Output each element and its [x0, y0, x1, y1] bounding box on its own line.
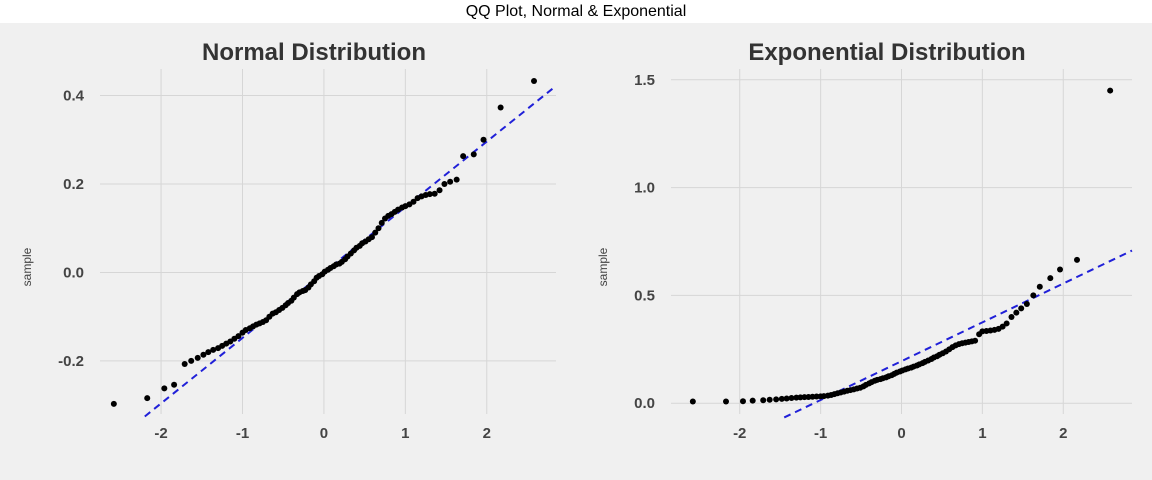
data-point: [972, 337, 979, 344]
data-point: [1018, 305, 1025, 312]
exponential-qq-panel: Exponential Distribution sample -2 -1 0 1 2 0…: [576, 23, 1152, 480]
figure-suptitle: QQ Plot, Normal & Exponential: [465, 3, 687, 20]
exponential-qq-chart: Exponential Distribution sample -2 -1 0 1 2 0…: [596, 39, 1133, 442]
data-point: [999, 323, 1006, 330]
data-point: [689, 398, 696, 405]
data-point: [1013, 309, 1020, 316]
data-point: [210, 346, 217, 353]
data-point: [426, 191, 433, 198]
y-tick-label: 1.5: [634, 72, 655, 89]
data-point: [431, 190, 438, 197]
data-point: [378, 219, 385, 226]
data-point: [1047, 275, 1054, 282]
x-tick-label: -2: [733, 425, 746, 442]
data-point: [773, 396, 780, 403]
normal-qq-chart: Normal Distribution sample -2 -1 0 1 2 -0.2 0.…: [20, 39, 557, 442]
data-point: [1036, 283, 1043, 290]
data-point: [460, 153, 467, 160]
data-point: [1107, 87, 1114, 94]
x-tick-label: 0: [897, 425, 905, 442]
x-tick-label: 2: [1059, 425, 1067, 442]
y-tick-label: 1.0: [634, 180, 655, 197]
normal-qq-panel: Normal Distribution sample -2 -1 0 1 2 -0.2 0.…: [0, 23, 576, 480]
data-point: [722, 398, 729, 405]
x-tick-label: -1: [236, 425, 249, 442]
chart-title: Exponential Distribution: [748, 39, 1025, 66]
x-tick-label: 0: [320, 425, 328, 442]
reference-line: [144, 85, 557, 418]
data-point: [181, 361, 188, 368]
data-point: [375, 225, 382, 232]
y-tick-label: 0.5: [634, 287, 655, 304]
y-tick-label: 0.4: [63, 88, 85, 105]
data-point: [194, 354, 201, 361]
data-point: [453, 176, 460, 183]
data-point: [368, 234, 375, 241]
data-point: [531, 77, 538, 84]
x-tick-label: 1: [978, 425, 986, 442]
data-point: [766, 396, 773, 403]
data-point: [749, 397, 756, 404]
y-tick-label: 0.0: [634, 395, 655, 412]
data-point: [200, 351, 207, 358]
data-point: [372, 229, 379, 236]
data-point: [1008, 313, 1015, 320]
y-axis-label: sample: [20, 247, 34, 286]
data-point: [441, 181, 448, 187]
data-point: [1057, 266, 1064, 273]
y-tick-label: 0.0: [63, 264, 84, 281]
data-point: [783, 395, 790, 402]
data-point: [447, 178, 454, 185]
x-tick-label: 1: [401, 425, 409, 442]
data-point: [144, 395, 151, 402]
data-point: [188, 357, 195, 364]
data-point: [497, 104, 504, 111]
x-tick-label: -2: [154, 425, 167, 442]
y-axis-label: sample: [596, 247, 610, 286]
tick-labels: -2 -1 0 1 2 0.0 0.5 1.0 1.5: [634, 72, 1067, 442]
x-tick-label: 2: [483, 425, 491, 442]
gridlines: [100, 69, 556, 414]
data-point: [436, 187, 443, 194]
data-point: [410, 198, 417, 205]
data-point: [161, 385, 168, 392]
data-points: [110, 77, 538, 407]
chart-title: Normal Distribution: [202, 39, 426, 66]
data-point: [1003, 320, 1010, 327]
y-tick-label: -0.2: [58, 353, 84, 370]
data-point: [110, 400, 117, 407]
tick-labels: -2 -1 0 1 2 -0.2 0.0 0.2 0.4: [58, 88, 491, 442]
data-point: [1074, 256, 1081, 263]
data-point: [778, 395, 785, 402]
data-point: [480, 136, 487, 143]
data-point: [739, 398, 746, 405]
data-point: [171, 381, 178, 388]
x-tick-label: -1: [814, 425, 827, 442]
data-point: [760, 397, 767, 404]
data-point: [1030, 292, 1037, 299]
data-point: [1023, 301, 1030, 308]
data-points: [689, 87, 1114, 405]
y-tick-label: 0.2: [63, 176, 84, 193]
gridlines: [671, 69, 1132, 414]
data-point: [235, 333, 242, 340]
data-point: [205, 349, 212, 356]
data-point: [788, 395, 795, 402]
data-point: [470, 151, 477, 158]
